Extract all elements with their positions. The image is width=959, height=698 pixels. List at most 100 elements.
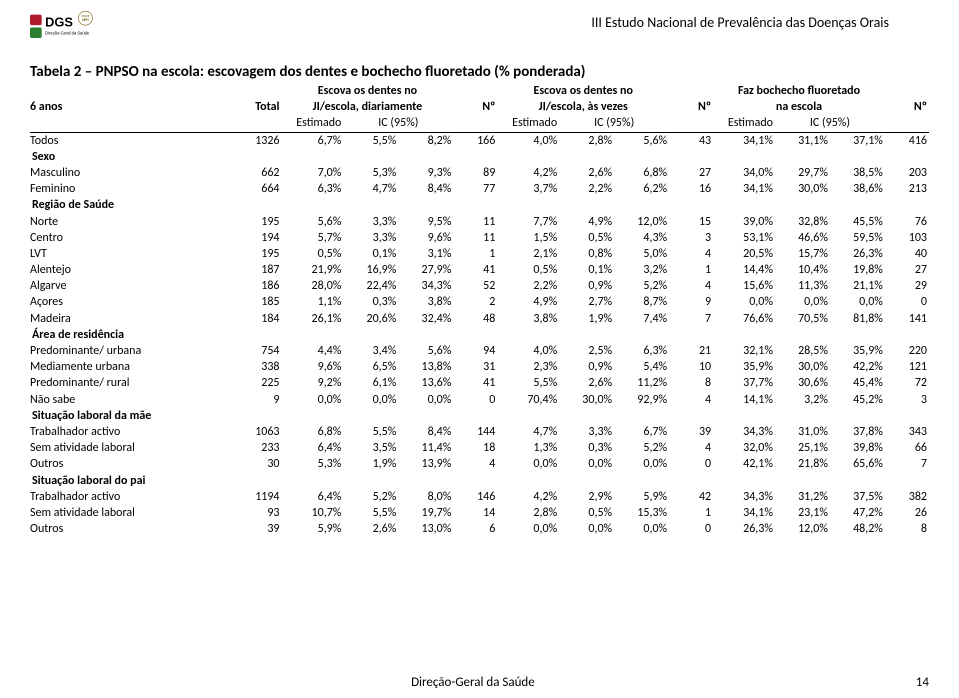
cell-n: 27 — [669, 165, 713, 181]
cell-est: 42,1% — [713, 456, 775, 472]
cell-est: 1,5% — [497, 230, 559, 246]
cell-ic-low: 16,9% — [343, 262, 398, 278]
cell-est: 2,2% — [497, 278, 559, 294]
svg-text:DGS: DGS — [45, 14, 73, 29]
cell-ic-high: 35,9% — [830, 343, 885, 359]
table-row: Situação laboral do pai — [30, 473, 929, 489]
cell-ic-low: 0,3% — [559, 440, 614, 456]
cell-ic-low: 5,3% — [343, 165, 398, 181]
row-label: Alentejo — [30, 262, 229, 278]
cell-n: 4 — [669, 246, 713, 262]
cell-n: 3 — [669, 230, 713, 246]
cell-est: 28,0% — [282, 278, 344, 294]
cell-n: 52 — [453, 278, 497, 294]
row-total: 225 — [229, 375, 281, 391]
cell-ic-high: 47,2% — [830, 505, 885, 521]
row-total: 194 — [229, 230, 281, 246]
document-title: III Estudo Nacional de Prevalência das D… — [591, 14, 889, 31]
cell-est: 34,3% — [713, 489, 775, 505]
cell-n: 4 — [453, 456, 497, 472]
group-header-2-line2: JI/escola, às vezes — [497, 99, 669, 115]
cell-est: 39,0% — [713, 214, 775, 230]
cell-n: 27 — [885, 262, 929, 278]
cell-est: 4,2% — [497, 489, 559, 505]
cell-n: 21 — [669, 343, 713, 359]
cell-ic-low: 5,5% — [343, 132, 398, 149]
sub-ic-2: IC (95%) — [559, 115, 669, 132]
cell-est: 0,0% — [497, 521, 559, 537]
cell-ic-high: 8,0% — [398, 489, 453, 505]
cell-n: 43 — [669, 132, 713, 149]
cell-n: 213 — [885, 181, 929, 197]
cell-ic-high: 48,2% — [830, 521, 885, 537]
cell-n: 77 — [453, 181, 497, 197]
cell-ic-low: 0,5% — [559, 230, 614, 246]
cell-n: 9 — [669, 294, 713, 310]
cell-n: 3 — [885, 392, 929, 408]
cell-est: 0,0% — [282, 392, 344, 408]
table-row: Norte1955,6%3,3%9,5%117,7%4,9%12,0%1539,… — [30, 214, 929, 230]
cell-ic-high: 15,3% — [614, 505, 669, 521]
row-total: 1194 — [229, 489, 281, 505]
cell-ic-low: 0,9% — [559, 278, 614, 294]
cell-ic-high: 81,8% — [830, 311, 885, 327]
row-total: 186 — [229, 278, 281, 294]
cell-n: 39 — [669, 424, 713, 440]
cell-est: 5,3% — [282, 456, 344, 472]
cell-ic-high: 59,5% — [830, 230, 885, 246]
cell-ic-low: 12,0% — [775, 521, 830, 537]
cell-ic-high: 6,2% — [614, 181, 669, 197]
cell-est: 32,0% — [713, 440, 775, 456]
cell-est: 14,1% — [713, 392, 775, 408]
cell-n: 94 — [453, 343, 497, 359]
section-label: Situação laboral da mãe — [30, 408, 929, 424]
table-row: Não sabe90,0%0,0%0,0%070,4%30,0%92,9%414… — [30, 392, 929, 408]
cell-ic-low: 2,5% — [559, 343, 614, 359]
cell-est: 26,1% — [282, 311, 344, 327]
row-label: Sem atividade laboral — [30, 505, 229, 521]
cell-est: 35,9% — [713, 359, 775, 375]
page-number: 14 — [916, 675, 929, 690]
cell-est: 9,6% — [282, 359, 344, 375]
cell-ic-low: 20,6% — [343, 311, 398, 327]
cell-ic-high: 19,8% — [830, 262, 885, 278]
cell-ic-high: 92,9% — [614, 392, 669, 408]
cell-est: 6,8% — [282, 424, 344, 440]
cell-ic-low: 2,2% — [559, 181, 614, 197]
section-label: Situação laboral do pai — [30, 473, 929, 489]
cell-est: 34,1% — [713, 181, 775, 197]
cell-ic-high: 26,3% — [830, 246, 885, 262]
svg-text:DESDE: DESDE — [82, 14, 90, 18]
row-label: Outros — [30, 456, 229, 472]
cell-ic-low: 70,5% — [775, 311, 830, 327]
cell-ic-high: 5,4% — [614, 359, 669, 375]
row-total: 187 — [229, 262, 281, 278]
cell-ic-high: 13,8% — [398, 359, 453, 375]
cell-est: 1,1% — [282, 294, 344, 310]
cell-ic-low: 0,1% — [343, 246, 398, 262]
cell-n: 11 — [453, 214, 497, 230]
cell-est: 4,7% — [497, 424, 559, 440]
cell-n: 26 — [885, 505, 929, 521]
cell-est: 76,6% — [713, 311, 775, 327]
cell-ic-low: 5,5% — [343, 424, 398, 440]
cell-n: 1 — [453, 246, 497, 262]
cell-ic-high: 34,3% — [398, 278, 453, 294]
table-row: Trabalhador activo11946,4%5,2%8,0%1464,2… — [30, 489, 929, 505]
cell-n: 2 — [453, 294, 497, 310]
cell-est: 2,8% — [497, 505, 559, 521]
cell-ic-low: 1,9% — [559, 311, 614, 327]
cell-ic-low: 2,6% — [559, 165, 614, 181]
row-total: 195 — [229, 214, 281, 230]
cell-n: 29 — [885, 278, 929, 294]
cell-est: 4,4% — [282, 343, 344, 359]
cell-ic-low: 3,3% — [559, 424, 614, 440]
cell-n: 203 — [885, 165, 929, 181]
sub-ic-3: IC (95%) — [775, 115, 885, 132]
cell-est: 3,8% — [497, 311, 559, 327]
table-row: Algarve18628,0%22,4%34,3%522,2%0,9%5,2%4… — [30, 278, 929, 294]
cell-n: 66 — [885, 440, 929, 456]
cell-ic-low: 2,7% — [559, 294, 614, 310]
table-row: Região de Saúde — [30, 197, 929, 213]
row-label: Feminino — [30, 181, 229, 197]
